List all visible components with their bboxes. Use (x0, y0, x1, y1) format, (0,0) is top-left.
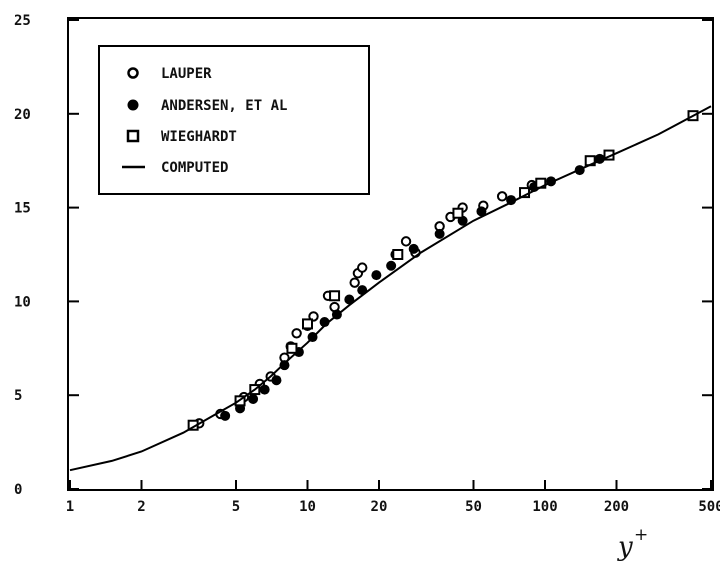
data-point-andersen-et-al (434, 228, 445, 239)
x-tick-label: 5 (232, 499, 240, 515)
x-tick-label: 100 (532, 499, 557, 515)
data-point-andersen-et-al (476, 206, 487, 217)
data-point-andersen-et-al (248, 393, 259, 404)
series-line-computed (69, 105, 712, 472)
y-tick-label: 15 (14, 201, 31, 217)
data-point-lauper (400, 236, 412, 247)
y-tick-label: 5 (14, 388, 22, 404)
data-point-wieghardt (286, 342, 298, 354)
legend: LAUPER ANDERSEN, ET AL WIEGHARDT COMPUTE… (98, 45, 370, 195)
data-point-andersen-et-al (279, 360, 290, 371)
x-axis-ticks: 1 2 5 10 20 50 100 200 500 (66, 480, 720, 515)
data-point-lauper (357, 262, 368, 273)
data-point-andersen-et-al (344, 294, 355, 305)
x-tick-label: 50 (465, 499, 482, 515)
data-point-wieghardt (301, 318, 313, 330)
x-axis-label: y (617, 532, 633, 562)
legend-label-wieghardt: WIEGHARDT (161, 129, 237, 145)
legend-marker-wieghardt (126, 129, 140, 143)
x-tick-label: 2 (137, 499, 145, 515)
data-point-lauper (496, 191, 508, 202)
legend-marker-andersen (127, 99, 139, 111)
data-point-wieghardt (329, 290, 341, 302)
legend-label-andersen: ANDERSEN, ET AL (161, 98, 287, 114)
x-tick-label: 1 (66, 499, 74, 515)
series-layer (69, 105, 712, 472)
data-point-andersen-et-al (271, 375, 282, 386)
data-point-andersen-et-al (371, 270, 382, 281)
data-point-andersen-et-al (259, 384, 270, 395)
y-tick-label: 10 (14, 294, 31, 310)
legend-box (98, 45, 370, 195)
y-tick-label: 25 (14, 13, 31, 29)
y-tick-label: 20 (14, 107, 31, 123)
x-tick-label: 200 (604, 499, 629, 515)
x-tick-label: 20 (371, 499, 388, 515)
plot-frame (67, 17, 714, 491)
data-point-andersen-et-al (386, 260, 397, 271)
data-point-lauper (349, 277, 360, 288)
data-point-wieghardt (392, 249, 404, 260)
x-tick-label: 500 (698, 499, 720, 515)
y-axis-ticks: 0 5 10 15 20 25 (14, 13, 712, 498)
legend-label-laufer: LAUPER (161, 66, 212, 82)
data-point-andersen-et-al (408, 243, 419, 254)
x-axis-label-superscript: + (634, 525, 648, 545)
data-point-andersen-et-al (220, 410, 231, 421)
y-tick-label: 0 (14, 482, 22, 498)
legend-label-computed: COMPUTED (161, 160, 228, 176)
data-point-wieghardt (452, 207, 464, 219)
x-tick-label: 10 (299, 499, 316, 515)
data-point-lauper (291, 328, 302, 339)
legend-marker-laufer (127, 67, 139, 79)
